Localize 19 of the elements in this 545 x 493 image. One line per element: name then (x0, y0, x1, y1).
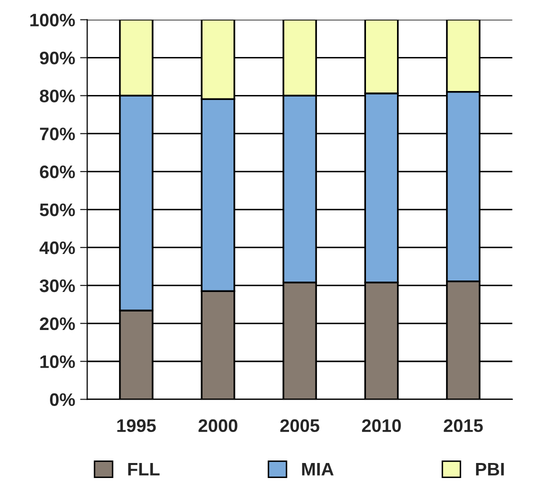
x-tick-label: 2015 (444, 419, 483, 432)
x-tick-label: 2005 (280, 419, 320, 432)
x-tick-label: 1995 (117, 419, 156, 432)
y-tick-label: 0% (50, 393, 75, 406)
x-tick-label: 2010 (362, 419, 401, 432)
y-tick-label: 50% (40, 203, 75, 216)
y-tick-label: 20% (40, 317, 75, 330)
y-tick-label: 30% (40, 279, 75, 292)
y-tick-label: 60% (40, 166, 75, 178)
legend-label: FLL (128, 462, 160, 476)
y-tick-label: 100% (30, 14, 75, 26)
y-tick-label: 10% (40, 355, 75, 368)
y-tick-label: 40% (40, 241, 75, 254)
y-tick-label: 90% (40, 52, 75, 64)
legend-label: MIA (302, 462, 334, 476)
legend-label: PBI (476, 462, 504, 476)
y-tick-label: 70% (40, 128, 75, 140)
x-tick-label: 2000 (198, 419, 238, 432)
y-tick-label: 80% (40, 90, 75, 102)
